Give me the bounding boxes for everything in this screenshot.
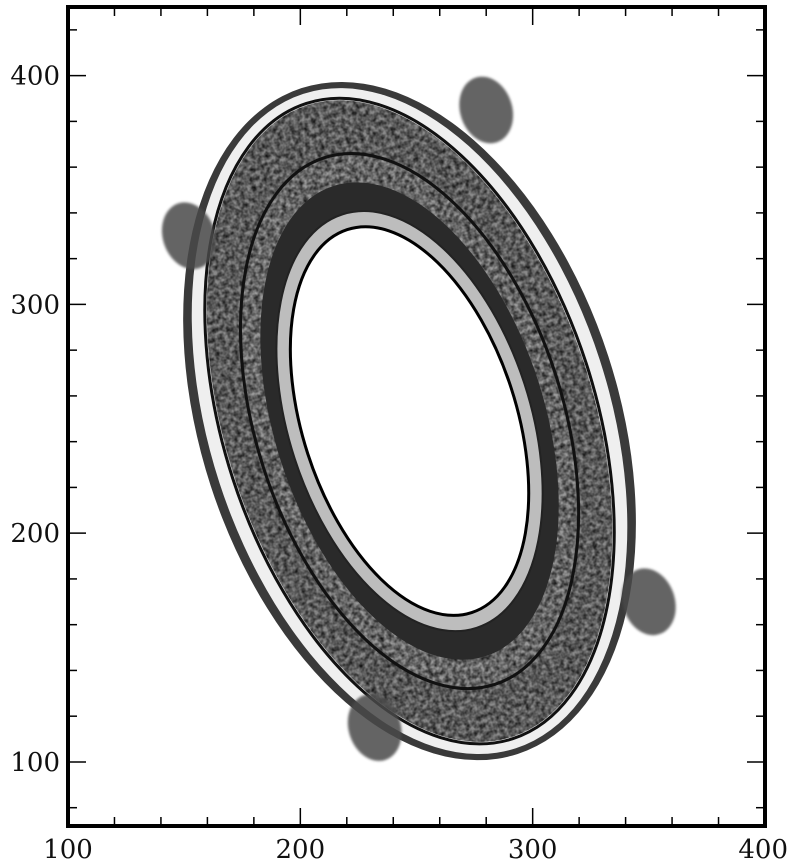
y-tick-label: 100 bbox=[10, 748, 60, 778]
central-hole bbox=[288, 225, 531, 617]
upper-right-lobe bbox=[459, 76, 514, 144]
y-tick-label: 400 bbox=[10, 62, 60, 92]
x-tick-label: 400 bbox=[738, 835, 788, 864]
ring-group bbox=[183, 81, 636, 761]
y-tick-label: 200 bbox=[10, 519, 60, 549]
lower-right-lobe bbox=[621, 568, 676, 636]
x-tick-label: 200 bbox=[276, 835, 326, 864]
outer-bright-ring bbox=[203, 96, 616, 746]
x-tick-label: 300 bbox=[508, 835, 558, 864]
plot-frame bbox=[66, 5, 767, 828]
axes: 100 200 300 400 100 200 300 400 bbox=[10, 5, 788, 864]
upper-left-lobe bbox=[161, 202, 216, 270]
lower-left-lobe bbox=[347, 694, 402, 761]
middle-textured-ring bbox=[238, 152, 581, 691]
ring-image bbox=[161, 76, 676, 761]
x-tick-label: 100 bbox=[43, 835, 93, 864]
y-tick-label: 300 bbox=[10, 290, 60, 320]
